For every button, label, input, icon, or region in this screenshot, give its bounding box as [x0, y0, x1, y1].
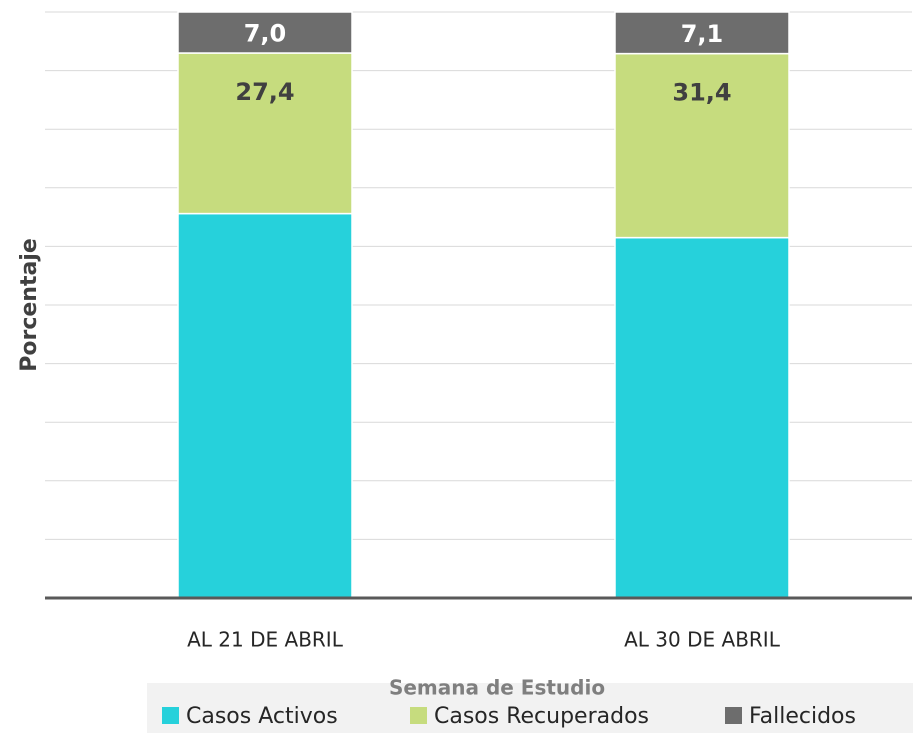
y-axis-title: Porcentaje	[17, 238, 42, 372]
legend-label: Fallecidos	[749, 704, 856, 729]
x-axis-title: Semana de Estudio	[389, 676, 605, 700]
bar-segment	[177, 52, 353, 215]
legend-label: Casos Activos	[186, 704, 338, 729]
bar-segment	[614, 52, 790, 239]
data-label: 27,4	[235, 78, 294, 106]
legend-label: Casos Recuperados	[434, 704, 649, 729]
bar-segment	[177, 212, 353, 599]
x-tick-label: AL 21 DE ABRIL	[187, 628, 344, 652]
legend-swatch	[410, 707, 427, 724]
bar-segment	[614, 11, 790, 55]
legend-swatch	[162, 707, 179, 724]
data-label: 7,0	[244, 20, 287, 48]
bar-segment	[614, 236, 790, 599]
legend-swatch	[725, 707, 742, 724]
x-tick-label: AL 30 DE ABRIL	[624, 628, 781, 652]
legend-background	[147, 683, 913, 733]
data-label: 7,1	[681, 20, 724, 48]
data-label: 31,4	[672, 79, 731, 107]
bar-segment	[177, 11, 353, 54]
